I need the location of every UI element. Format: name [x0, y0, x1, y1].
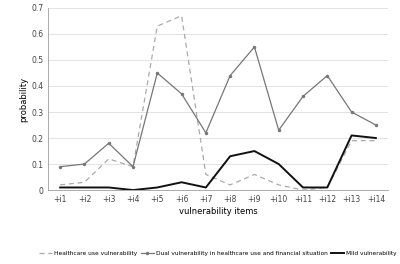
- X-axis label: vulnerability items: vulnerability items: [179, 207, 257, 216]
- Y-axis label: probability: probability: [19, 77, 28, 121]
- Legend: Healthcare use vulnerability, Dual vulnerability in healthcare use and financial: Healthcare use vulnerability, Dual vulne…: [39, 251, 397, 256]
